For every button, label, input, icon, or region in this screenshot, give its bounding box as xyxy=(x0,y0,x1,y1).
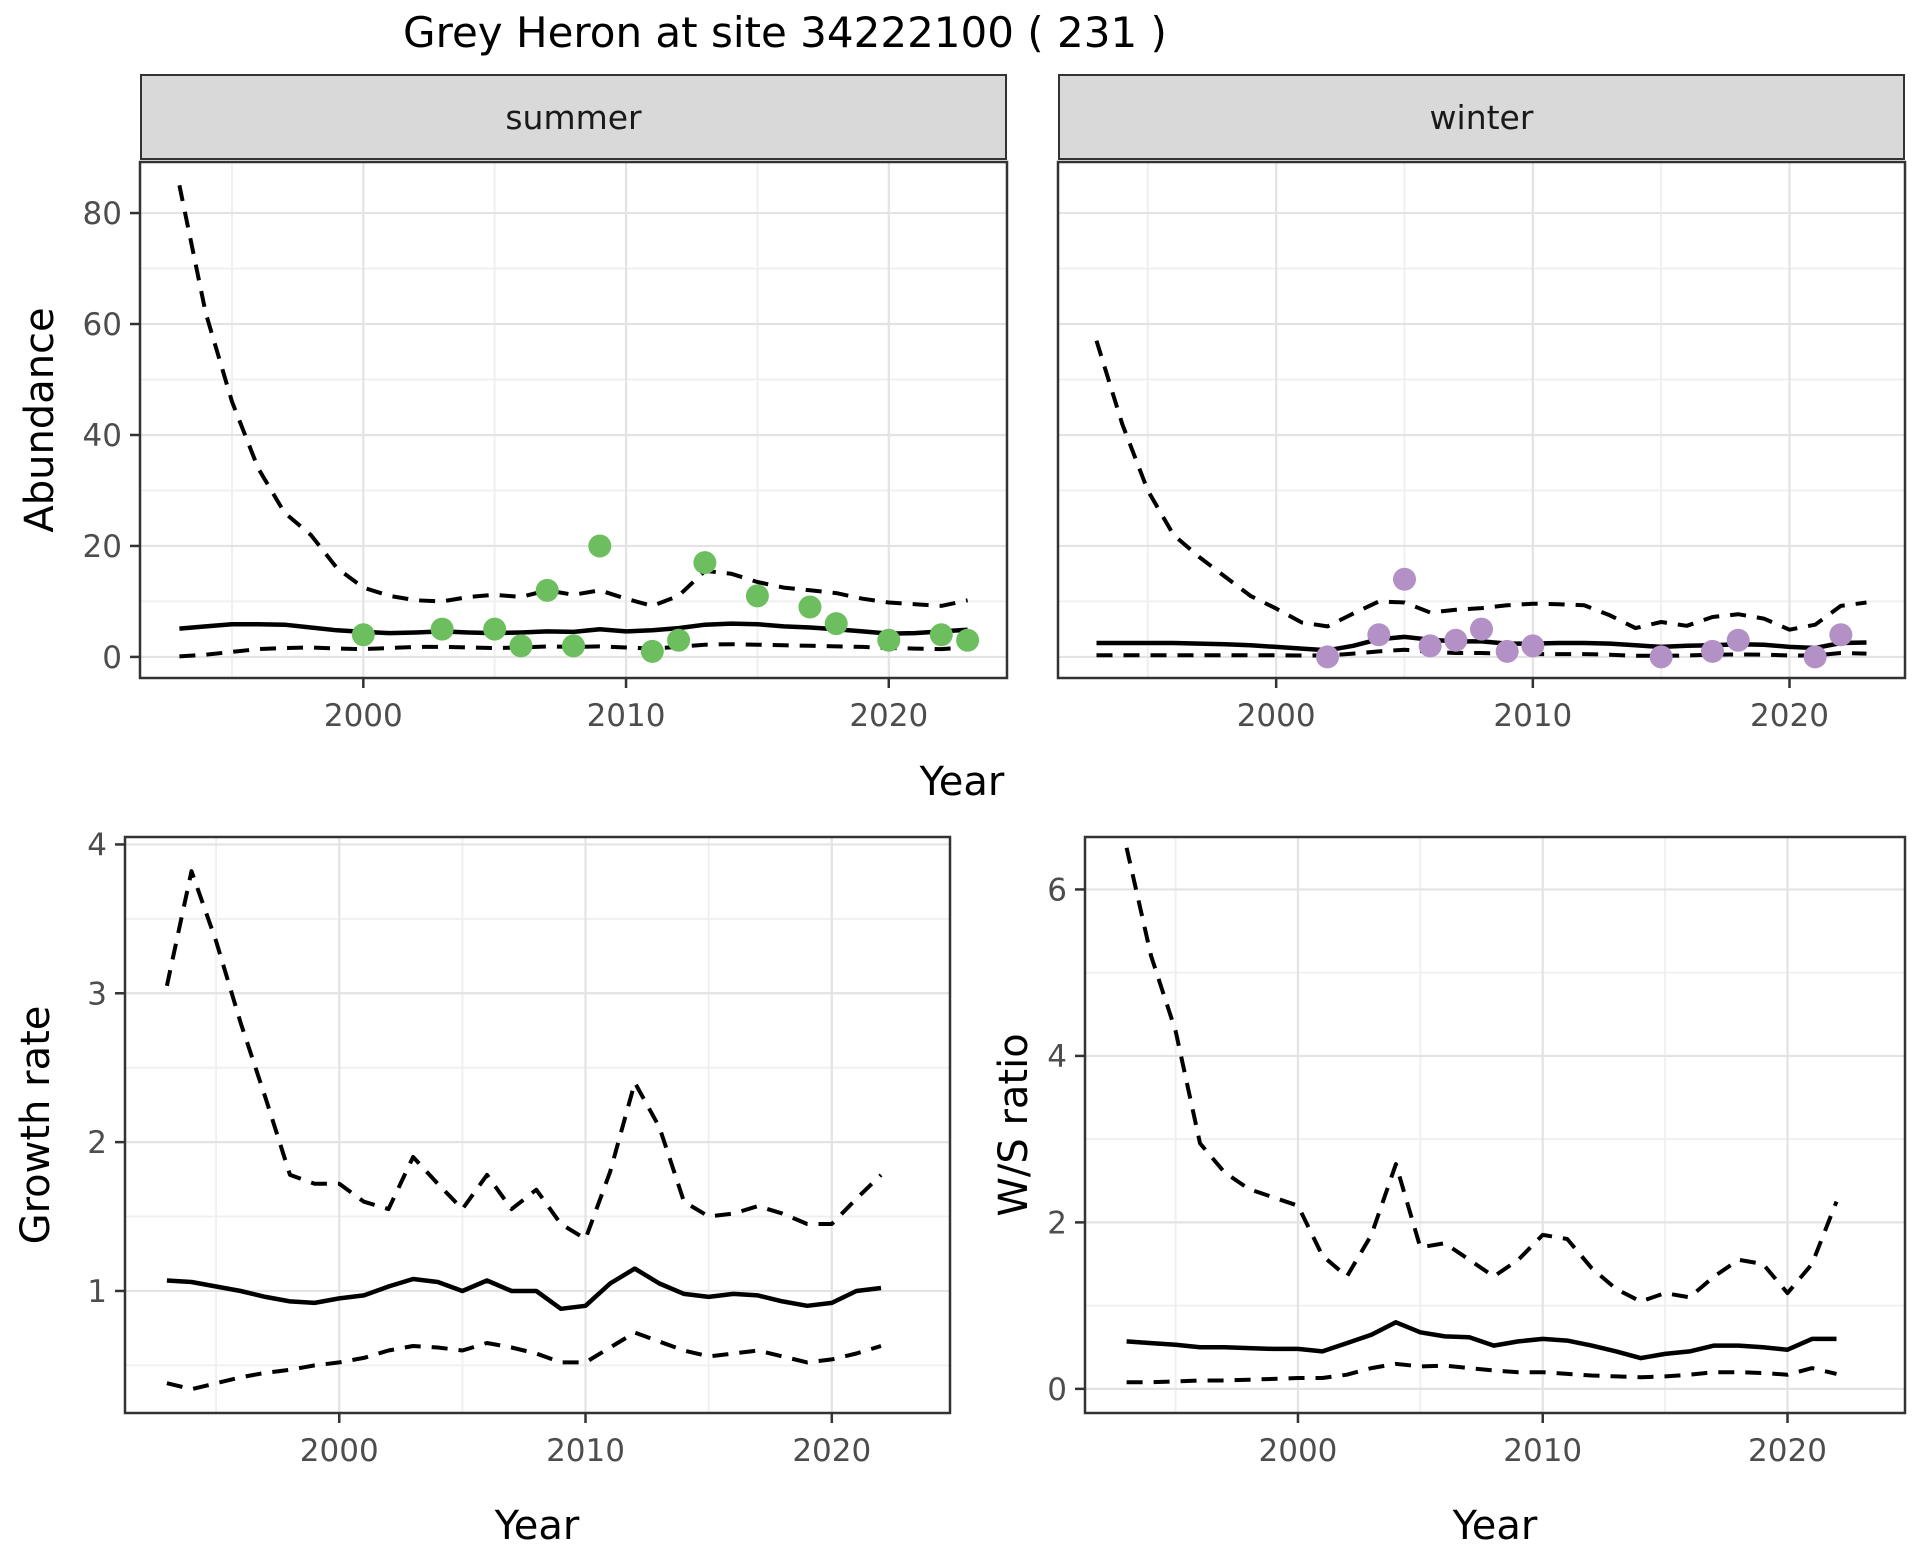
x-axis-title-year-top: Year xyxy=(919,759,1005,805)
x-tick-label: 2020 xyxy=(849,698,928,734)
data-point xyxy=(1649,645,1673,669)
axis-ticks-abundance_winter: 2000 2010 2020 xyxy=(1237,678,1829,734)
data-point xyxy=(1470,617,1493,641)
data-point xyxy=(877,628,901,652)
abundance_summer-observed-points xyxy=(351,534,980,663)
x-tick-label: 2020 xyxy=(1748,1433,1827,1469)
panel-border xyxy=(123,835,952,1415)
ws_ratio-mean-line xyxy=(1126,1320,1837,1361)
abundance_winter-ci_lower-line xyxy=(1096,647,1867,658)
x-tick-label: 2020 xyxy=(1750,698,1829,734)
series-ws_ratio xyxy=(1124,847,1839,1385)
axis-ticks-growth_rate: 2000 2010 2020 1 2 3 4 xyxy=(87,827,871,1469)
data-point xyxy=(929,623,953,647)
data-point xyxy=(1316,645,1339,669)
data-point xyxy=(1418,634,1442,658)
x-axis-title-year-growth: Year xyxy=(494,1503,580,1549)
data-point xyxy=(588,534,612,558)
panel-abundance_summer: 2000 2010 2020 0 20 40 60 80 xyxy=(83,160,1009,734)
x-tick-label: 2000 xyxy=(324,698,403,734)
data-point xyxy=(798,595,822,619)
x-tick-label: 2020 xyxy=(792,1433,871,1469)
x-tick-label: 2010 xyxy=(1493,698,1572,734)
y-tick-label: 20 xyxy=(83,529,122,565)
data-point xyxy=(1367,623,1391,647)
x-axis-title-year-ws: Year xyxy=(1452,1503,1538,1549)
data-point xyxy=(956,628,980,652)
axis-ticks-abundance_summer: 2000 2010 2020 0 20 40 60 80 xyxy=(83,196,929,734)
data-point xyxy=(1803,645,1827,669)
panel-border xyxy=(138,160,1009,680)
data-point xyxy=(1444,628,1468,652)
data-point xyxy=(667,628,691,652)
y-tick-label: 2 xyxy=(1047,1205,1067,1241)
facet-strip-summer-label: summer xyxy=(505,97,642,137)
y-tick-label: 0 xyxy=(102,640,122,676)
x-tick-label: 2010 xyxy=(1503,1433,1582,1469)
y-tick-label: 40 xyxy=(83,418,122,454)
y-axis-title-ws-ratio: W/S ratio xyxy=(991,1033,1037,1217)
data-point xyxy=(693,551,717,575)
data-point xyxy=(745,584,769,608)
data-point xyxy=(1701,639,1724,663)
gridlines-ws_ratio xyxy=(1085,837,1905,1413)
panel-abundance_winter: 2000 2010 2020 xyxy=(1056,160,1907,734)
data-point xyxy=(1393,567,1416,591)
growth_rate-mean-line xyxy=(166,1266,882,1312)
y-tick-label: 4 xyxy=(87,827,107,863)
series-abundance_summer xyxy=(177,184,980,663)
series-growth_rate xyxy=(164,869,883,1392)
panel-growth_rate: 2000 2010 2020 1 2 3 4 xyxy=(87,827,952,1469)
data-point xyxy=(1521,634,1545,658)
data-point xyxy=(509,634,533,658)
data-point xyxy=(1495,639,1519,663)
x-tick-label: 2000 xyxy=(1259,1433,1338,1469)
data-point xyxy=(351,623,375,647)
y-axis-title-growth-rate: Growth rate xyxy=(13,1005,59,1245)
data-point xyxy=(535,578,559,602)
data-point xyxy=(640,639,664,663)
y-tick-label: 2 xyxy=(87,1125,107,1161)
abundance_winter-observed-points xyxy=(1316,567,1853,669)
data-point xyxy=(430,617,454,641)
abundance_summer-ci_lower-line xyxy=(179,642,968,659)
data-point xyxy=(483,617,507,641)
growth_rate-ci_lower-line xyxy=(166,1330,882,1392)
panel-border xyxy=(1056,160,1907,680)
x-tick-label: 2010 xyxy=(587,698,666,734)
y-tick-label: 4 xyxy=(1047,1039,1067,1075)
data-point xyxy=(824,612,848,636)
gridlines-growth_rate xyxy=(125,837,950,1413)
panel-ws_ratio: 2000 2010 2020 0 2 4 6 xyxy=(1047,835,1907,1469)
axis-ticks-ws_ratio: 2000 2010 2020 0 2 4 6 xyxy=(1047,872,1827,1469)
y-tick-label: 80 xyxy=(83,196,122,232)
page-title: Grey Heron at site 34222100 ( 231 ) xyxy=(403,8,1167,57)
facet-strip-winter-label: winter xyxy=(1429,97,1534,137)
data-point xyxy=(562,634,585,658)
series-abundance_winter xyxy=(1094,340,1867,669)
x-tick-label: 2010 xyxy=(546,1433,625,1469)
gridlines-abundance_winter xyxy=(1058,162,1905,678)
facet-strip-summer: summer xyxy=(140,74,1007,160)
y-tick-label: 60 xyxy=(83,307,122,343)
ws_ratio-ci_upper-line xyxy=(1124,847,1839,1304)
facet-strip-winter: winter xyxy=(1058,74,1905,160)
data-point xyxy=(1726,628,1750,652)
abundance_summer-ci_upper-line xyxy=(177,184,969,608)
data-point xyxy=(1829,623,1853,647)
y-tick-label: 1 xyxy=(87,1274,107,1310)
x-tick-label: 2000 xyxy=(1237,698,1316,734)
y-tick-label: 6 xyxy=(1047,872,1067,908)
y-tick-label: 3 xyxy=(87,976,107,1012)
panel-border xyxy=(1083,835,1907,1415)
ws_ratio-ci_lower-line xyxy=(1126,1361,1837,1385)
y-tick-label: 0 xyxy=(1047,1372,1067,1408)
x-tick-label: 2000 xyxy=(300,1433,379,1469)
y-axis-title-abundance: Abundance xyxy=(17,307,63,533)
abundance_winter-ci_upper-line xyxy=(1094,340,1867,632)
